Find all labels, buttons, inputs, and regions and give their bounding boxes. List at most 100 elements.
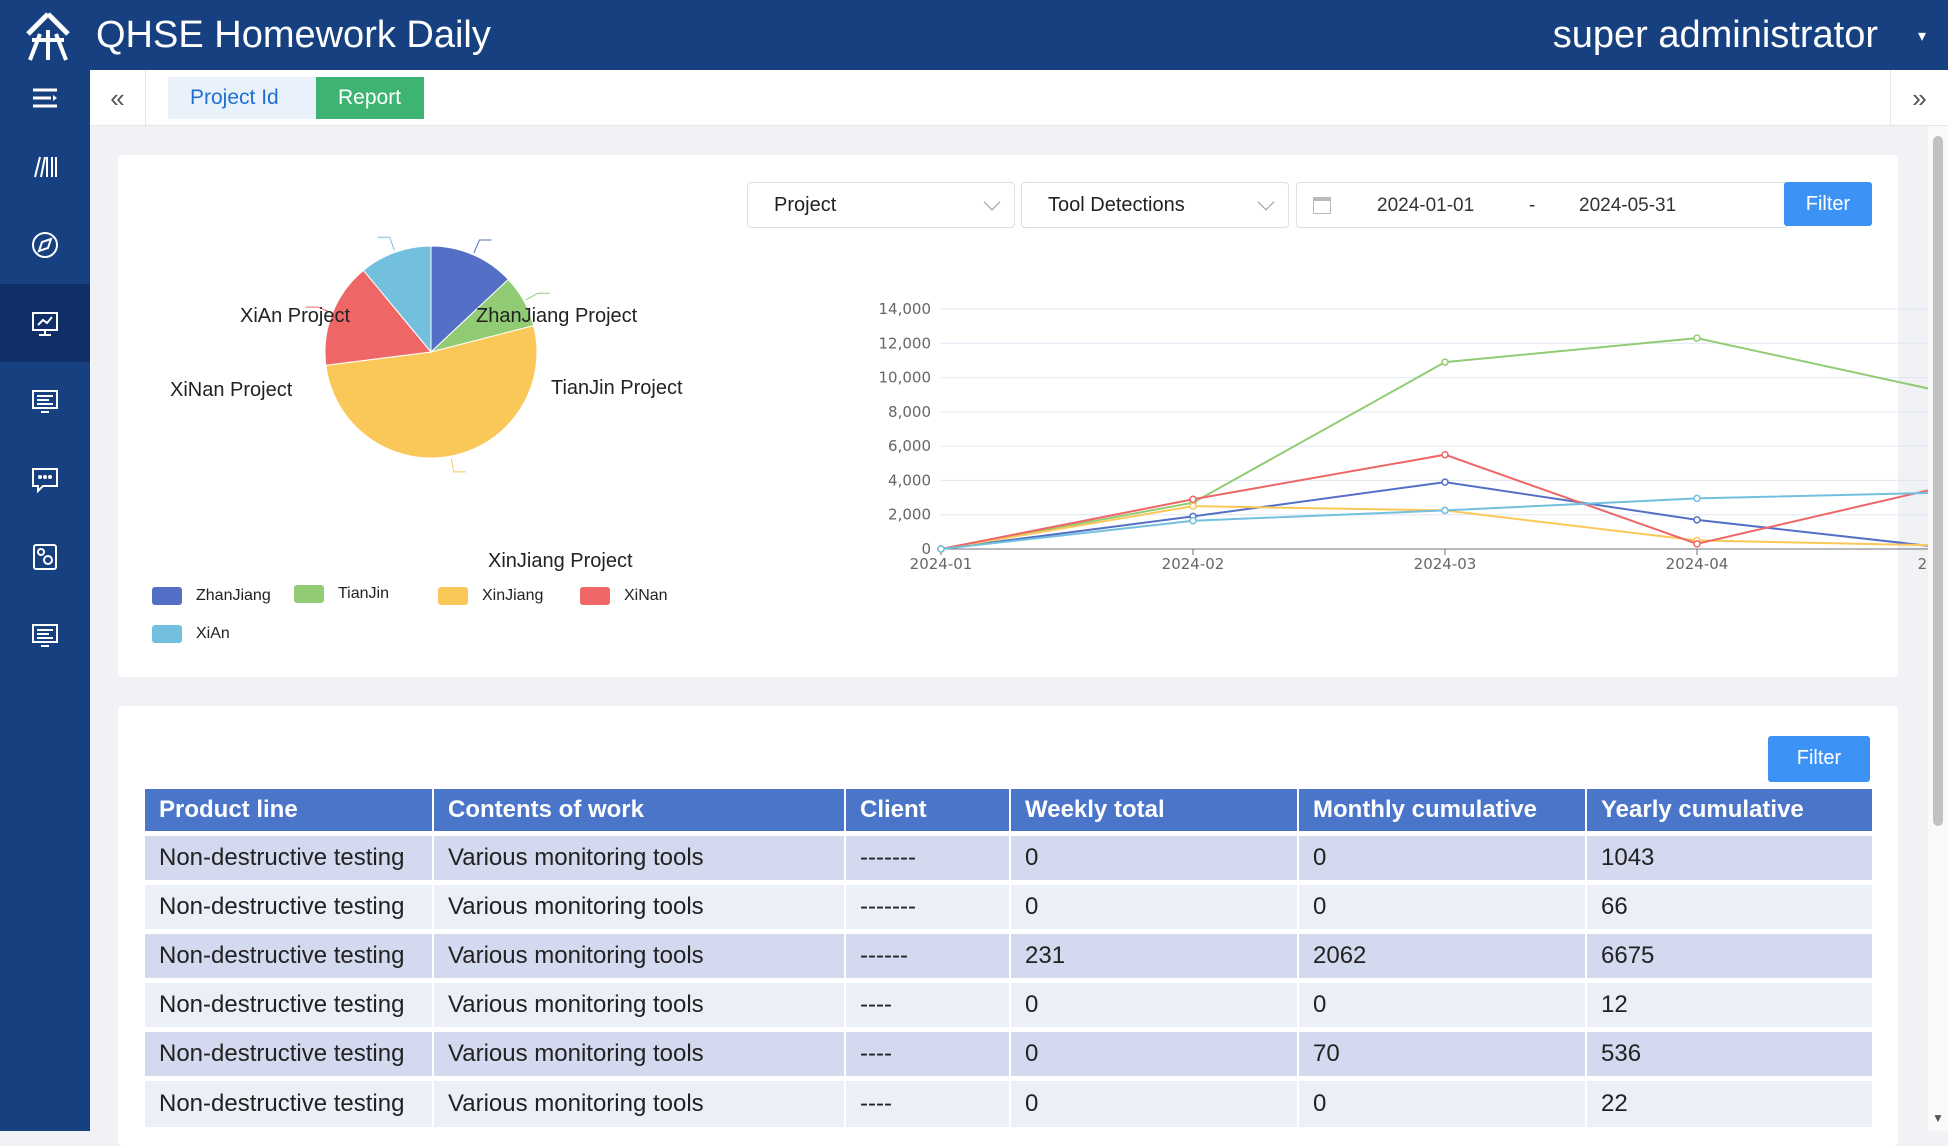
column-header-client[interactable]: Client	[845, 789, 1011, 833]
menu-icon	[33, 88, 57, 108]
table-cell: 0	[1010, 830, 1299, 882]
sidebar-item-library[interactable]	[0, 128, 90, 206]
series-line-3	[940, 453, 1948, 550]
table-cell: 0	[1298, 1075, 1587, 1127]
y-tick-label: 12,000	[879, 334, 932, 352]
table-panel: Filter Product line Contents of work Cli…	[118, 706, 1898, 1146]
sidebar-item-monitor-2[interactable]	[0, 596, 90, 674]
presentation-icon	[32, 312, 58, 336]
table-cell: ----	[845, 1026, 1011, 1078]
sidebar-item-report[interactable]	[0, 284, 90, 362]
monitor-icon	[32, 390, 58, 413]
table-row[interactable]: Non-destructive testing Various monitori…	[145, 928, 1874, 980]
y-tick-label: 0	[921, 540, 931, 558]
table-cell: ----	[845, 1075, 1011, 1127]
table-cell: 0	[1010, 977, 1299, 1029]
table-cell: 0	[1298, 879, 1587, 931]
table-cell: 2062	[1298, 928, 1587, 980]
y-tick-label: 14,000	[879, 300, 932, 318]
chevron-down-icon	[1257, 193, 1275, 211]
user-menu[interactable]: super administrator	[1552, 14, 1878, 56]
date-start-input[interactable]: 2024-01-01	[1377, 195, 1475, 216]
table-cell: 0	[1298, 830, 1587, 882]
double-chevron-left-icon[interactable]: «	[90, 70, 146, 126]
table-row[interactable]: Non-destructive testing Various monitori…	[145, 1075, 1874, 1127]
table-cell: 0	[1010, 1075, 1299, 1127]
date-end-input[interactable]: 2024-05-31	[1579, 195, 1677, 216]
table-filter-button[interactable]: Filter	[1768, 736, 1870, 782]
series-point-4	[1693, 494, 1701, 503]
pie-label-zhanjiang: ZhanJiang Project	[476, 305, 638, 327]
date-separator: -	[1529, 195, 1536, 216]
sidebar	[0, 70, 90, 1131]
table-cell: -------	[845, 830, 1011, 882]
vertical-scrollbar[interactable]: ▼	[1928, 126, 1948, 1131]
project-select-value: Project	[774, 194, 837, 216]
table-header-row: Product line Contents of work Client Wee…	[145, 789, 1874, 833]
pie-label-xinan: XiNan Project	[170, 379, 293, 401]
table-cell: 66	[1586, 879, 1874, 931]
table-cell: Various monitoring tools	[433, 928, 846, 980]
x-tick-label: 2024-01	[910, 555, 973, 573]
legend-item-xian[interactable]: XiAn	[152, 625, 230, 643]
sidebar-item-compass[interactable]	[0, 206, 90, 284]
sidebar-item-gallery[interactable]	[0, 518, 90, 596]
column-header-contents-of-work[interactable]: Contents of work	[433, 789, 846, 833]
tab-report[interactable]: Report	[316, 77, 424, 119]
y-tick-label: 8,000	[888, 403, 931, 421]
x-tick-label: 2024-04	[1666, 555, 1729, 573]
legend-item-xinjiang[interactable]: XinJiang	[438, 587, 543, 605]
project-select[interactable]: Project	[747, 182, 1015, 228]
series-point-3	[1189, 495, 1197, 504]
table-cell: Non-destructive testing	[145, 830, 434, 882]
chevron-down-icon[interactable]: ▾	[1917, 28, 1926, 45]
table-cell: 0	[1010, 1026, 1299, 1078]
table-row[interactable]: Non-destructive testing Various monitori…	[145, 879, 1874, 931]
table-cell: Non-destructive testing	[145, 1026, 434, 1078]
table-row[interactable]: Non-destructive testing Various monitori…	[145, 830, 1874, 882]
chevron-down-icon	[983, 193, 1001, 211]
pie-leader-xinan	[305, 306, 331, 313]
scrollbar-thumb[interactable]	[1933, 136, 1943, 826]
pie-slice-xian	[362, 245, 432, 354]
table-cell: 1043	[1586, 830, 1874, 882]
scroll-down-arrow-icon[interactable]: ▼	[1932, 1111, 1944, 1125]
series-point-2	[1189, 502, 1197, 510]
table-cell: Various monitoring tools	[433, 1075, 846, 1127]
table-row[interactable]: Non-destructive testing Various monitori…	[145, 977, 1874, 1029]
monitor-icon	[32, 624, 58, 647]
double-chevron-right-icon[interactable]: »	[1890, 70, 1948, 126]
filter-button[interactable]: Filter	[1784, 182, 1872, 226]
tab-project-id[interactable]: Project Id	[168, 77, 318, 119]
table-cell: -------	[845, 879, 1011, 931]
pie-leader-tianjin	[525, 292, 550, 301]
series-line-1	[940, 337, 1948, 550]
date-range-picker[interactable]: 2024-01-01 - 2024-05-31	[1296, 182, 1788, 228]
table-cell: Non-destructive testing	[145, 977, 434, 1029]
series-line-0	[940, 481, 1948, 550]
sidebar-item-monitor[interactable]	[0, 362, 90, 440]
pie-label-tianjin: TianJin Project	[551, 377, 683, 399]
table-cell: 12	[1586, 977, 1874, 1029]
column-header-yearly-cumulative[interactable]: Yearly cumulative	[1586, 789, 1874, 833]
legend-item-zhanjiang[interactable]: ZhanJiang	[152, 587, 271, 605]
sidebar-toggle[interactable]	[0, 70, 90, 126]
column-header-monthly-cumulative[interactable]: Monthly cumulative	[1298, 789, 1587, 833]
series-point-0	[1441, 478, 1449, 486]
table-row[interactable]: Non-destructive testing Various monitori…	[145, 1026, 1874, 1078]
table-cell: Non-destructive testing	[145, 879, 434, 931]
legend-item-xinan[interactable]: XiNan	[580, 587, 668, 605]
column-header-product-line[interactable]: Product line	[145, 789, 434, 833]
y-tick-label: 6,000	[888, 437, 931, 455]
table-cell: Various monitoring tools	[433, 879, 846, 931]
table-cell: Various monitoring tools	[433, 1026, 846, 1078]
table-cell: 536	[1586, 1026, 1874, 1078]
message-icon	[32, 468, 58, 494]
metric-select[interactable]: Tool Detections	[1021, 182, 1289, 228]
books-icon	[34, 156, 57, 178]
column-header-weekly-total[interactable]: Weekly total	[1010, 789, 1299, 833]
y-tick-label: 2,000	[888, 506, 931, 524]
sidebar-item-messages[interactable]	[0, 440, 90, 518]
pie-chart	[305, 236, 550, 473]
legend-item-tianjin[interactable]: TianJin	[294, 585, 389, 603]
